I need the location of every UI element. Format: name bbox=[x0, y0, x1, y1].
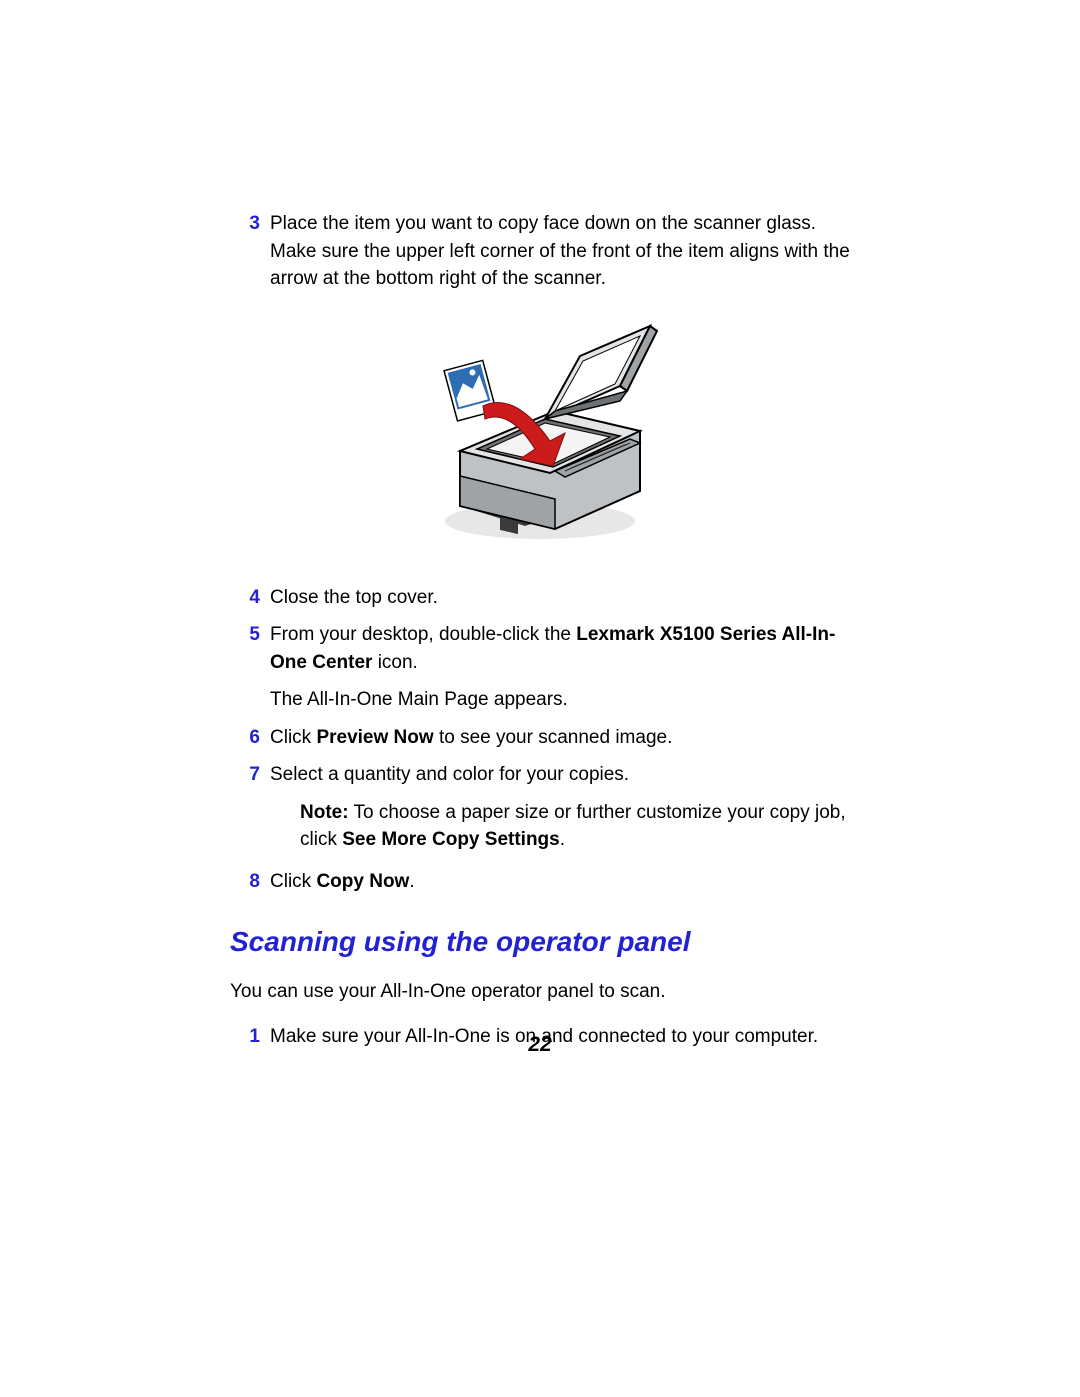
step-body: Select a quantity and color for your cop… bbox=[270, 761, 850, 789]
page-number: 22 bbox=[0, 1033, 1080, 1057]
page-content: 3 Place the item you want to copy face d… bbox=[230, 210, 850, 1051]
step-number: 3 bbox=[230, 210, 270, 293]
step-body: Click Copy Now. bbox=[270, 868, 850, 896]
section-title: Scanning using the operator panel bbox=[230, 926, 850, 958]
step-body: Place the item you want to copy face dow… bbox=[270, 210, 850, 293]
steps-list-1: 3 Place the item you want to copy face d… bbox=[230, 210, 850, 896]
step-3: 3 Place the item you want to copy face d… bbox=[230, 210, 850, 293]
step-body: Close the top cover. bbox=[270, 584, 850, 612]
step-text: Close the top cover. bbox=[270, 587, 438, 608]
step-text: to see your scanned image. bbox=[434, 727, 673, 748]
illustration-container bbox=[230, 311, 850, 556]
step-text-bold: Preview Now bbox=[316, 727, 433, 748]
step-number: 6 bbox=[230, 724, 270, 752]
note-block: Note: To choose a paper size or further … bbox=[300, 799, 850, 854]
step-number: 8 bbox=[230, 868, 270, 896]
step-text-bold: Copy Now bbox=[316, 871, 409, 892]
step-text: From your desktop, double-click the bbox=[270, 624, 576, 645]
step-4: 4 Close the top cover. bbox=[230, 584, 850, 612]
step-text: Place the item you want to copy face dow… bbox=[270, 213, 850, 289]
document-page: 3 Place the item you want to copy face d… bbox=[0, 0, 1080, 1397]
step-number: 5 bbox=[230, 621, 270, 714]
note-text: . bbox=[560, 829, 565, 850]
step-7: 7 Select a quantity and color for your c… bbox=[230, 761, 850, 789]
step-text: . bbox=[409, 871, 414, 892]
step-5: 5 From your desktop, double-click the Le… bbox=[230, 621, 850, 714]
step-6: 6 Click Preview Now to see your scanned … bbox=[230, 724, 850, 752]
step-text: Click bbox=[270, 871, 316, 892]
step-text: Select a quantity and color for your cop… bbox=[270, 764, 629, 785]
step-body: From your desktop, double-click the Lexm… bbox=[270, 621, 850, 714]
note-text-bold: See More Copy Settings bbox=[342, 829, 560, 850]
step-text: icon. bbox=[372, 652, 417, 673]
step-text: Click bbox=[270, 727, 316, 748]
step-number: 7 bbox=[230, 761, 270, 789]
note-label: Note: bbox=[300, 802, 349, 823]
step-sub-text: The All-In-One Main Page appears. bbox=[270, 686, 850, 714]
scanner-illustration-icon bbox=[405, 311, 675, 556]
step-8: 8 Click Copy Now. bbox=[230, 868, 850, 896]
step-body: Click Preview Now to see your scanned im… bbox=[270, 724, 850, 752]
section-intro: You can use your All-In-One operator pan… bbox=[230, 978, 850, 1006]
step-number: 4 bbox=[230, 584, 270, 612]
